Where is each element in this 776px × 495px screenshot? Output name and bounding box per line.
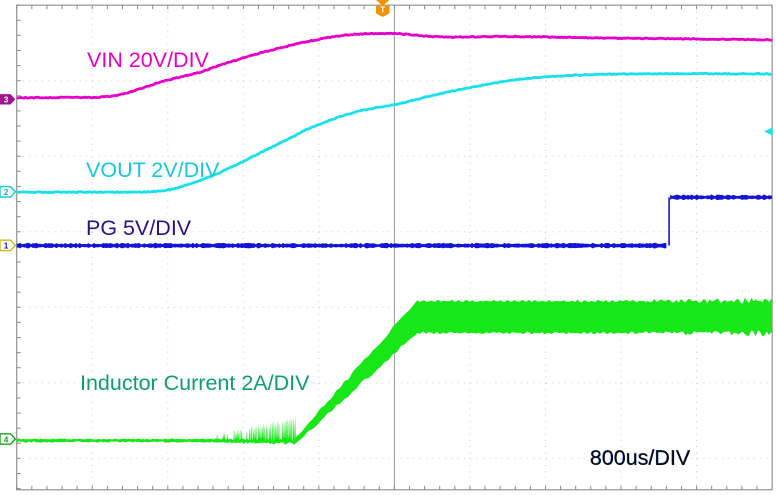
svg-text:T: T <box>380 6 385 15</box>
svg-text:1: 1 <box>4 241 9 251</box>
svg-text:3: 3 <box>4 95 9 105</box>
svg-text:4: 4 <box>4 434 9 444</box>
svg-text:2: 2 <box>4 187 9 197</box>
